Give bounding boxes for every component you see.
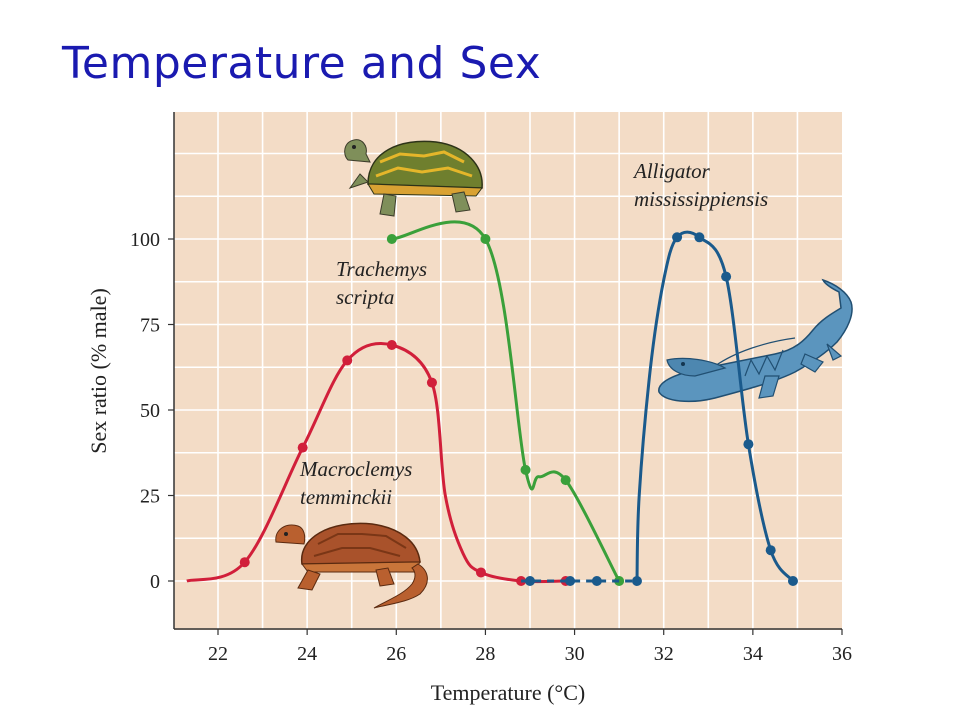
x-tick-label: 32 xyxy=(654,643,674,665)
slide-title: Temperature and Sex xyxy=(62,38,542,89)
box-turtle-icon xyxy=(344,139,483,217)
alligator-line xyxy=(635,230,795,583)
macroclemys-point xyxy=(297,442,308,453)
macroclemys-point xyxy=(516,576,527,586)
trachemys-point xyxy=(520,464,531,475)
trachemys-point xyxy=(386,234,397,244)
macroclemys-label: Macroclemys temminckii xyxy=(299,457,412,509)
macroclemys-point xyxy=(239,557,250,568)
macroclemys-point xyxy=(426,377,437,388)
snapping-turtle-icon xyxy=(275,522,428,609)
tick-layer: 22 24 26 28 30 32 34 36 0 25 50 75 100 xyxy=(130,229,852,665)
macroclemys-label-line: temminckii xyxy=(300,485,392,509)
alligator-series xyxy=(521,230,798,586)
alligator-point xyxy=(765,545,776,556)
trachemys-label: Trachemys scripta xyxy=(336,257,427,309)
trachemys-point xyxy=(480,234,491,244)
alligator-point xyxy=(591,576,602,586)
x-tick-label: 30 xyxy=(565,643,585,665)
alligator-point xyxy=(787,576,798,586)
trachemys-label-line: Trachemys xyxy=(336,257,427,281)
alligator-point xyxy=(565,576,576,586)
trachemys-line xyxy=(391,220,621,582)
trachemys-point xyxy=(560,475,571,486)
x-tick-label: 36 xyxy=(832,643,852,665)
trachemys-label-line: scripta xyxy=(336,285,394,309)
y-tick-label: 100 xyxy=(130,229,160,251)
x-tick-label: 34 xyxy=(743,643,763,665)
trachemys-point xyxy=(614,576,625,586)
alligator-point xyxy=(743,439,754,450)
y-tick-label: 50 xyxy=(140,400,160,422)
alligator-label: Alligator mississippiensis xyxy=(632,159,768,211)
x-tick-label: 28 xyxy=(475,643,495,665)
alligator-point xyxy=(525,576,535,586)
y-axis-title: Sex ratio (% male) xyxy=(86,288,111,454)
macroclemys-label-line: Macroclemys xyxy=(299,457,412,481)
alligator-icon xyxy=(658,278,853,403)
y-tick-label: 75 xyxy=(140,315,160,337)
y-tick-label: 25 xyxy=(140,486,160,508)
alligator-point xyxy=(721,271,732,282)
x-tick-label: 22 xyxy=(208,643,228,665)
series-layer xyxy=(186,220,798,586)
x-axis-title: Temperature (°C) xyxy=(431,680,585,705)
alligator-point xyxy=(631,576,642,586)
alligator-label-line: Alligator xyxy=(632,159,711,183)
alligator-point xyxy=(672,232,683,243)
macroclemys-point xyxy=(386,340,397,351)
y-tick-label: 0 xyxy=(150,571,160,593)
alligator-label-line: mississippiensis xyxy=(634,187,768,211)
label-layer: Macroclemys temminckii Trachemys scripta All… xyxy=(299,159,768,509)
x-tick-label: 24 xyxy=(297,643,317,665)
alligator-point xyxy=(694,232,705,243)
trachemys-series xyxy=(386,220,625,586)
x-tick-label: 26 xyxy=(386,643,406,665)
macroclemys-point xyxy=(475,567,486,578)
macroclemys-point xyxy=(342,355,353,366)
